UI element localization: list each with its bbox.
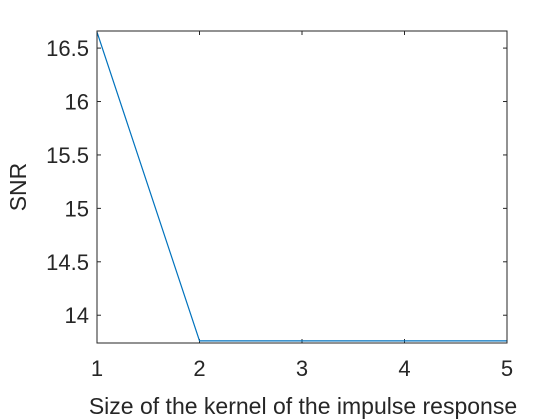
series-line [96, 31, 507, 342]
y-tick-label: 14 [65, 303, 89, 328]
ticks-layer [96, 31, 508, 343]
x-tick-label: 1 [91, 356, 103, 381]
y-tick-label: 15 [65, 196, 89, 221]
y-tick-label: 16.5 [46, 36, 89, 61]
series-layer [96, 31, 507, 342]
plot-area-box [96, 30, 508, 344]
tick-labels-layer: 1 2 3 4 5 14 14.5 15 15.5 16 16.5 [46, 36, 513, 381]
x-tick-label: 4 [398, 356, 410, 381]
y-tick-label: 16 [65, 90, 89, 115]
x-tick-label: 3 [296, 356, 308, 381]
y-tick-label: 15.5 [46, 143, 89, 168]
x-axis-label: Size of the kernel of the impulse respon… [89, 393, 517, 419]
y-axis-label: SNR [5, 163, 31, 212]
x-tick-label: 2 [193, 356, 205, 381]
x-tick-label: 5 [501, 356, 513, 381]
y-tick-label: 14.5 [46, 250, 89, 275]
